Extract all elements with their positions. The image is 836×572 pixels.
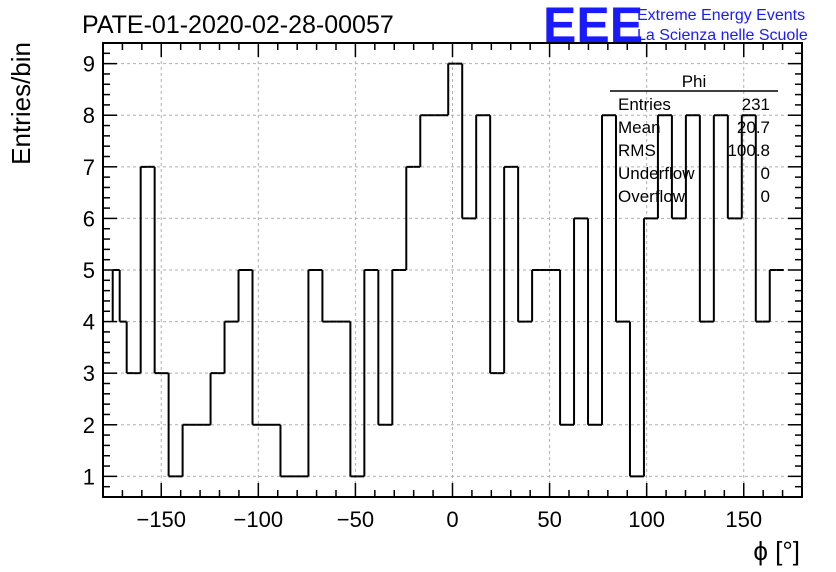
y-axis-title: Entries/bin bbox=[6, 42, 36, 165]
histogram-bin-52 bbox=[475, 114, 484, 219]
histogram-bin-10 bbox=[181, 423, 190, 477]
stats-label-overflow: Overflow bbox=[618, 187, 686, 206]
x-tick-label-6: 150 bbox=[725, 507, 762, 532]
y-tick-label-6: 7 bbox=[83, 155, 95, 180]
histogram-bin-20 bbox=[251, 270, 260, 426]
axis-tick-labels: −150 −100 −50 0 50 100 150 1 2 3 4 5 6 7 8 9 bbox=[83, 52, 762, 532]
stats-label-entries: Entries bbox=[618, 95, 671, 114]
histogram-bin-68 bbox=[587, 218, 596, 426]
y-tick-label-2: 3 bbox=[83, 361, 95, 386]
y-tick-label-0: 1 bbox=[83, 464, 95, 489]
stats-value-entries: 231 bbox=[742, 95, 770, 114]
y-tick-label-1: 2 bbox=[83, 413, 95, 438]
histogram-bin-90 bbox=[740, 114, 749, 219]
x-tick-label-3: 0 bbox=[446, 507, 458, 532]
histogram-bars bbox=[111, 62, 784, 478]
histogram-bin-80 bbox=[670, 115, 679, 220]
histogram-bin-14 bbox=[209, 372, 218, 425]
x-tick-label-4: 50 bbox=[537, 507, 561, 532]
histogram-bin-44 bbox=[419, 114, 428, 167]
stats-label-mean: Mean bbox=[618, 118, 661, 137]
y-tick-label-5: 6 bbox=[83, 206, 95, 231]
y-tick-label-7: 8 bbox=[83, 103, 95, 128]
y-tick-label-8: 9 bbox=[83, 52, 95, 77]
histogram-bin-94 bbox=[768, 269, 777, 322]
stats-value-rms: 100.8 bbox=[727, 141, 770, 160]
histogram-bin-16 bbox=[223, 320, 232, 374]
histogram-bin-34 bbox=[349, 321, 358, 478]
x-tick-label-1: −100 bbox=[234, 507, 284, 532]
histogram-bin-72 bbox=[614, 115, 623, 323]
axis-ticks bbox=[103, 42, 802, 498]
histogram-bin-86 bbox=[712, 114, 721, 322]
histogram-bin-30 bbox=[321, 270, 330, 323]
stats-value-overflow: 0 bbox=[761, 187, 770, 206]
y-tick-label-4: 5 bbox=[83, 258, 95, 283]
stats-value-underflow: 0 bbox=[761, 164, 770, 183]
x-tick-label-5: 100 bbox=[628, 507, 665, 532]
histogram-bin-82 bbox=[684, 114, 693, 219]
histogram-bin-92 bbox=[754, 115, 763, 323]
eee-logo: EEE Extreme Energy Events La Scienza nel… bbox=[543, 0, 808, 53]
histogram-bin-40 bbox=[391, 269, 400, 425]
histogram-bin-4 bbox=[139, 165, 148, 374]
histogram-bin-58 bbox=[517, 166, 526, 323]
histogram-bin-76 bbox=[642, 217, 651, 477]
histogram-bin-18 bbox=[237, 269, 246, 322]
stats-label-rms: RMS bbox=[618, 141, 656, 160]
chart-title: PATE-01-2020-02-28-00057 bbox=[82, 11, 394, 39]
histogram-bin-36 bbox=[363, 269, 372, 477]
histogram-bin-88 bbox=[726, 115, 735, 220]
histogram-bin-64 bbox=[559, 270, 568, 426]
histogram-bin-2 bbox=[125, 321, 134, 375]
stats-label-underflow: Underflow bbox=[618, 164, 695, 183]
histogram-bin-66 bbox=[573, 217, 582, 425]
stats-title: Phi bbox=[682, 72, 707, 91]
stats-value-mean: 20.7 bbox=[737, 118, 770, 137]
histogram-bin-54 bbox=[489, 115, 498, 375]
histogram-bin-50 bbox=[461, 63, 470, 220]
grid-lines bbox=[103, 43, 802, 497]
histogram-bin-6 bbox=[153, 166, 162, 375]
histogram-bin-74 bbox=[628, 321, 637, 478]
logo-letters: EEE bbox=[543, 0, 643, 53]
x-axis-title: ϕ [°] bbox=[753, 536, 800, 566]
histogram-bin-56 bbox=[503, 165, 512, 374]
histogram-bin-78 bbox=[656, 114, 665, 219]
histogram-bin-8 bbox=[167, 373, 176, 478]
x-tick-label-0: −150 bbox=[136, 507, 186, 532]
logo-line-2: La Scienza nelle Scuole bbox=[637, 27, 808, 44]
histogram-bin-1 bbox=[118, 270, 127, 323]
stats-box: Phi Entries 231 Mean 20.7 RMS 100.8 Underflow 0… bbox=[610, 72, 778, 206]
y-tick-label-3: 4 bbox=[83, 310, 95, 335]
histogram-bin-60 bbox=[531, 269, 540, 322]
logo-line-1: Extreme Energy Events bbox=[637, 7, 805, 24]
histogram-bin-42 bbox=[405, 165, 414, 270]
histogram-bin-24 bbox=[279, 424, 288, 478]
histogram-bin-70 bbox=[601, 114, 609, 425]
histogram-bin-48 bbox=[447, 62, 456, 116]
histogram-bin-84 bbox=[698, 115, 707, 323]
x-tick-label-2: −50 bbox=[337, 507, 374, 532]
histogram-bin-28 bbox=[307, 269, 316, 477]
histogram-bin-38 bbox=[377, 270, 386, 426]
